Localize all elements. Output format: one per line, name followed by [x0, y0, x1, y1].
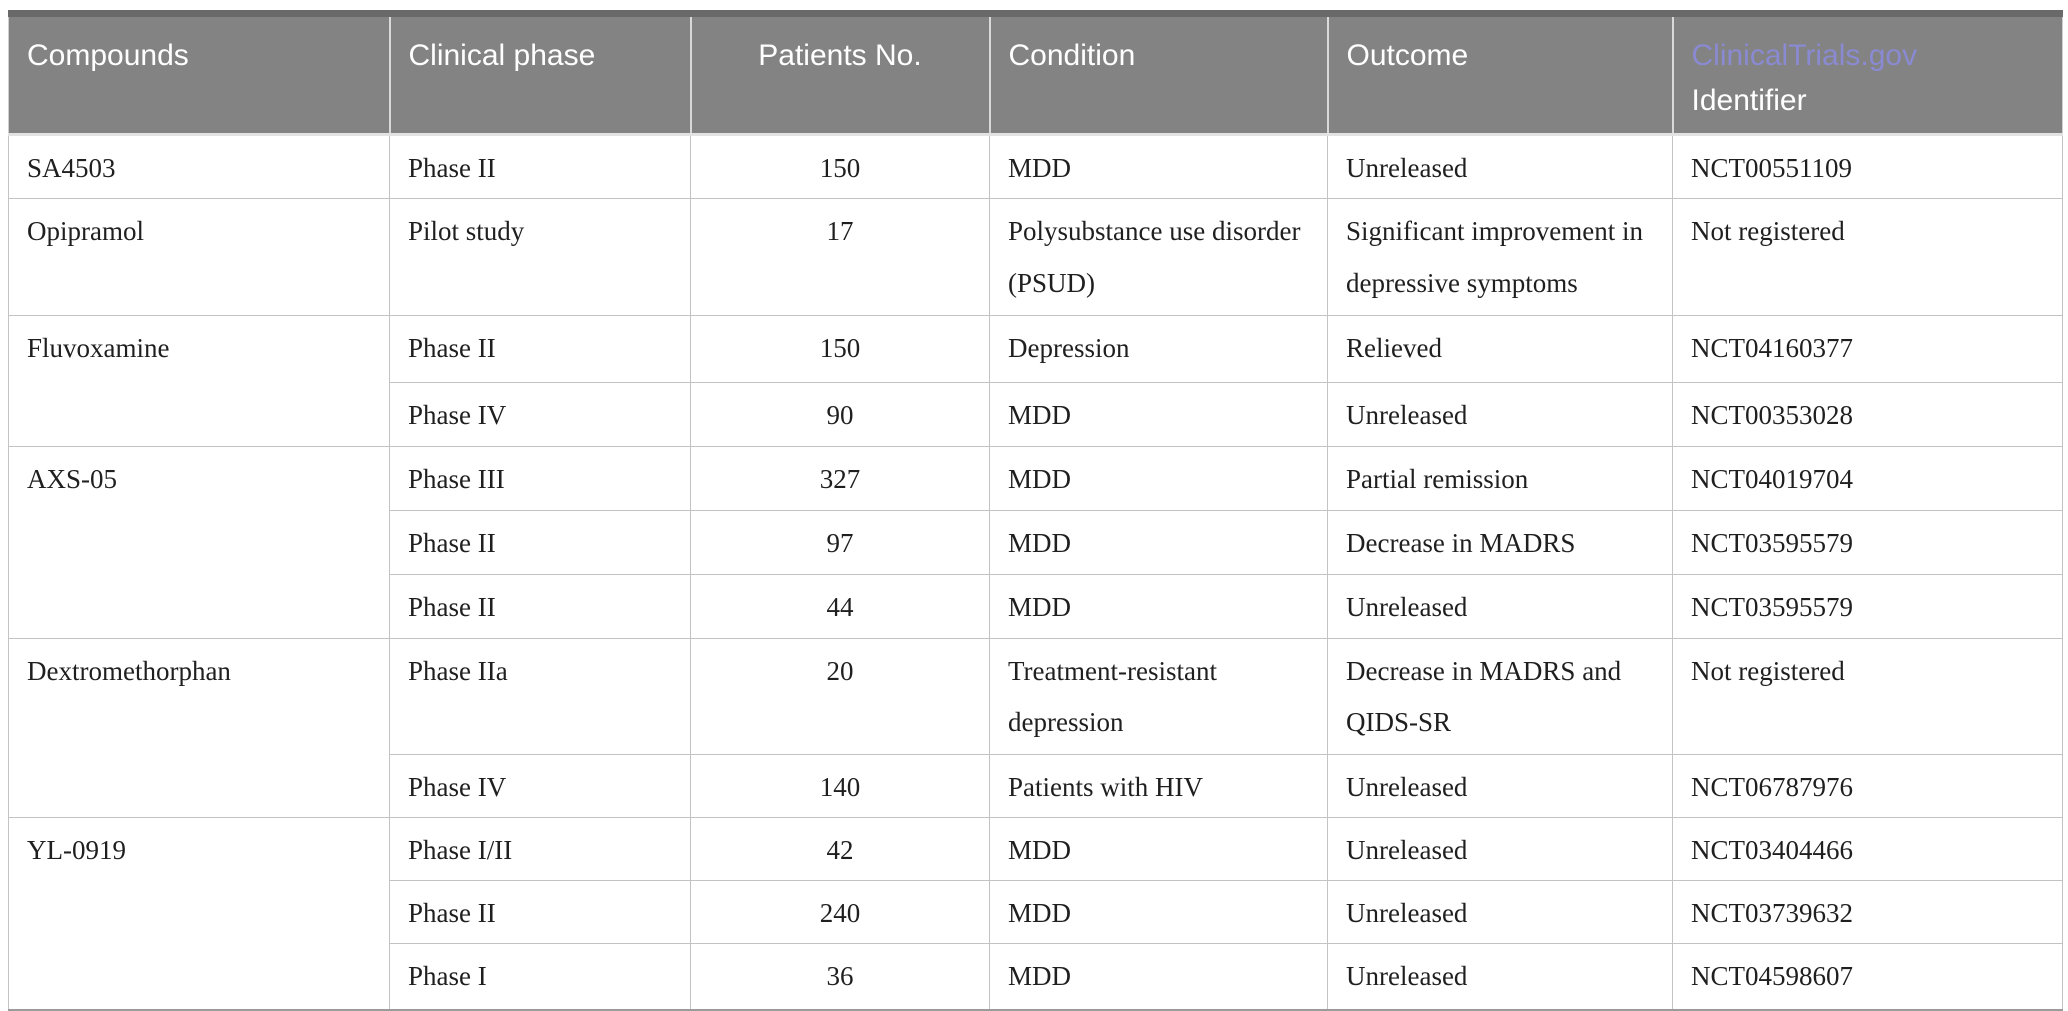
patients-cell: 150 [690, 315, 990, 384]
col-header-compounds: Compounds [8, 13, 390, 136]
condition-cell: MDD [989, 880, 1328, 945]
patients-cell: 17 [690, 198, 990, 317]
phase-cell: Phase III [389, 445, 691, 511]
outcome-cell: Partial remission [1327, 445, 1673, 511]
identifier-cell: NCT06787976 [1672, 753, 2063, 818]
identifier-cell: Not registered [1672, 637, 2063, 755]
compound-cell: AXS-05 [8, 445, 390, 639]
outcome-cell: Significant improvement in depressive sy… [1327, 198, 1673, 317]
condition-cell: MDD [989, 573, 1328, 639]
condition-cell: Patients with HIV [989, 753, 1328, 818]
phase-cell: Phase IV [389, 382, 691, 447]
table-row: Phase IV 90 MDD Unreleased NCT00353028 [9, 382, 2063, 447]
identifier-cell: NCT03595579 [1672, 573, 2063, 639]
condition-cell: MDD [989, 133, 1328, 200]
condition-cell: Polysubstance use disorder (PSUD) [989, 198, 1328, 317]
identifier-cell: NCT03739632 [1672, 880, 2063, 945]
outcome-cell: Unreleased [1327, 382, 1673, 447]
phase-cell: Phase II [389, 509, 691, 575]
table-row: Phase I 36 MDD Unreleased NCT04598607 [9, 943, 2063, 1011]
outcome-cell: Unreleased [1327, 816, 1673, 882]
identifier-cell: NCT04598607 [1672, 943, 2063, 1011]
condition-cell: Depression [989, 315, 1328, 384]
phase-cell: Phase IIa [389, 637, 691, 755]
compound-cell: YL-0919 [8, 816, 390, 1011]
compound-cell: Dextromethorphan [8, 637, 390, 818]
outcome-cell: Unreleased [1327, 753, 1673, 818]
compound-cell: Opipramol [8, 198, 390, 317]
table-row: Opipramol Pilot study 17 Polysubstance u… [8, 198, 2063, 317]
condition-cell: MDD [989, 509, 1328, 575]
table-row: Phase II 240 MDD Unreleased NCT03739632 [9, 880, 2063, 945]
col-header-identifier: ClinicalTrials.gov Identifier [1671, 13, 2063, 136]
table-row: Dextromethorphan Phase IIa 20 Treatment-… [8, 637, 2063, 818]
clinical-trials-table: Compounds Clinical phase Patients No. Co… [8, 10, 2063, 1011]
patients-cell: 240 [690, 880, 990, 945]
condition-cell: MDD [989, 445, 1328, 511]
identifier-cell: NCT00551109 [1672, 133, 2063, 200]
condition-cell: MDD [989, 943, 1328, 1011]
patients-cell: 97 [690, 509, 990, 575]
table-row: YL-0919 Phase I/II 42 MDD Unreleased NCT… [8, 816, 2063, 1011]
phase-cell: Phase I/II [389, 816, 691, 882]
patients-cell: 140 [690, 753, 990, 818]
identifier-cell: NCT04160377 [1672, 315, 2063, 384]
phase-cell: Phase II [389, 315, 691, 384]
patients-cell: 42 [690, 816, 990, 882]
outcome-cell: Unreleased [1327, 943, 1673, 1011]
table-row: Phase IV 140 Patients with HIV Unrelease… [9, 753, 2063, 818]
col-header-patients-no: Patients No. [689, 13, 990, 136]
compound-cell: SA4503 [8, 133, 390, 200]
identifier-cell: NCT00353028 [1672, 382, 2063, 447]
condition-cell: Treatment-resistant depression [989, 637, 1328, 755]
phase-cell: Phase IV [389, 753, 691, 818]
identifier-cell: Not registered [1672, 198, 2063, 317]
outcome-cell: Unreleased [1327, 133, 1673, 200]
condition-cell: MDD [989, 816, 1328, 882]
outcome-cell: Unreleased [1327, 573, 1673, 639]
col-header-condition: Condition [988, 13, 1328, 136]
phase-cell: Phase II [389, 880, 691, 945]
patients-cell: 20 [690, 637, 990, 755]
col-header-outcome: Outcome [1326, 13, 1673, 136]
identifier-cell: NCT04019704 [1672, 445, 2063, 511]
condition-cell: MDD [989, 382, 1328, 447]
phase-cell: Phase II [389, 573, 691, 639]
table-row: Fluvoxamine Phase II 150 Depression Reli… [8, 315, 2063, 447]
table-header-row: Compounds Clinical phase Patients No. Co… [8, 13, 2063, 136]
phase-cell: Pilot study [389, 198, 691, 317]
phase-cell: Phase I [389, 943, 691, 1011]
outcome-cell: Unreleased [1327, 880, 1673, 945]
table-row: Phase II 97 MDD Decrease in MADRS NCT035… [9, 509, 2063, 575]
col-header-clinical-phase: Clinical phase [388, 13, 691, 136]
patients-cell: 327 [690, 445, 990, 511]
outcome-cell: Relieved [1327, 315, 1673, 384]
phase-cell: Phase II [389, 133, 691, 200]
compound-cell: Fluvoxamine [8, 315, 390, 447]
patients-cell: 36 [690, 943, 990, 1011]
table-row: AXS-05 Phase III 327 MDD Partial remissi… [8, 445, 2063, 639]
patients-cell: 44 [690, 573, 990, 639]
outcome-cell: Decrease in MADRS and QIDS-SR [1327, 637, 1673, 755]
table-row: SA4503 Phase II 150 MDD Unreleased NCT00… [8, 133, 2063, 200]
identifier-label: Identifier [1691, 84, 1807, 117]
outcome-cell: Decrease in MADRS [1327, 509, 1673, 575]
patients-cell: 150 [690, 133, 990, 200]
patients-cell: 90 [690, 382, 990, 447]
clinicaltrials-gov-link[interactable]: ClinicalTrials.gov [1691, 39, 1918, 72]
identifier-cell: NCT03595579 [1672, 509, 2063, 575]
identifier-cell: NCT03404466 [1672, 816, 2063, 882]
